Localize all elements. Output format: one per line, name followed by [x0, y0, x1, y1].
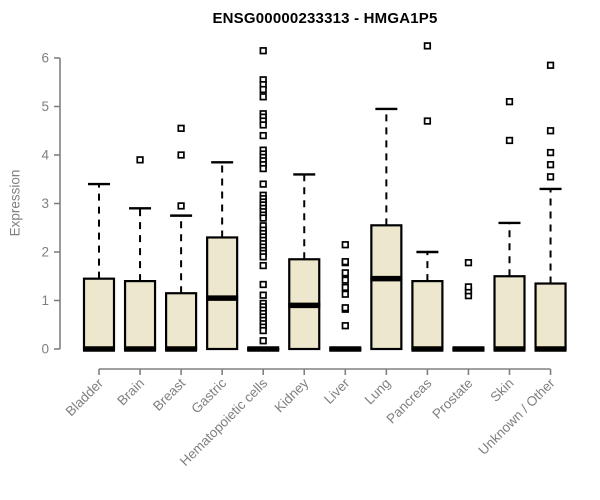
- y-tick-label: 5: [41, 99, 49, 114]
- box-breast: [165, 124, 198, 352]
- x-tick-label: Pancreas: [384, 375, 435, 426]
- outlier-point: [341, 276, 349, 284]
- box-brain: [123, 156, 157, 352]
- outlier-point: [341, 290, 349, 298]
- outlier-point: [259, 214, 267, 222]
- x-tick-label: Liver: [321, 375, 353, 407]
- outlier-point: [546, 61, 555, 69]
- outlier-point: [177, 151, 185, 159]
- y-tick-label: 2: [41, 245, 49, 260]
- outlier-point: [177, 202, 185, 210]
- x-tick-label: Gastric: [188, 375, 229, 416]
- outlier-point: [259, 337, 267, 345]
- y-tick-label: 1: [41, 293, 49, 308]
- y-tick-label: 4: [41, 148, 49, 163]
- outlier-point: [259, 253, 267, 261]
- outlier-point: [341, 322, 349, 330]
- x-tick-label: Breast: [150, 375, 188, 413]
- box-lung: [370, 107, 403, 351]
- y-tick-label: 3: [41, 196, 49, 211]
- chart-title: ENSG00000233313 - HMGA1P5: [212, 10, 438, 27]
- x-tick-label: Lung: [362, 376, 394, 408]
- outlier-point: [341, 269, 349, 277]
- x-tick-label: Prostate: [429, 376, 475, 422]
- outlier-point: [464, 259, 473, 267]
- box-unknown-other: [534, 61, 567, 352]
- x-tick-label: Bladder: [63, 375, 107, 419]
- outlier-point: [341, 304, 349, 312]
- outlier-point: [259, 121, 267, 129]
- box-liver: [329, 241, 362, 352]
- outlier-point: [341, 241, 349, 249]
- outlier-point: [464, 283, 473, 291]
- outlier-point: [259, 85, 267, 94]
- box-kidney: [288, 173, 321, 351]
- box-bladder: [82, 182, 116, 352]
- outlier-point: [423, 117, 432, 125]
- box-prostate: [452, 259, 485, 352]
- box-skin: [493, 97, 526, 352]
- outlier-point: [546, 148, 555, 157]
- box-gastric: [206, 161, 239, 351]
- outlier-point: [505, 136, 514, 145]
- y-tick-label: 6: [41, 51, 49, 66]
- outlier-point: [259, 180, 267, 188]
- x-tick-label: Unknown / Other: [475, 375, 558, 458]
- outlier-point: [259, 131, 267, 140]
- y-tick-label: 0: [41, 342, 49, 357]
- outlier-point: [423, 42, 432, 50]
- outlier-point: [177, 124, 185, 132]
- outlier-point: [259, 93, 267, 101]
- outlier-point: [546, 127, 555, 135]
- outlier-point: [259, 291, 267, 299]
- outlier-point: [259, 280, 267, 289]
- outlier-point: [259, 47, 267, 55]
- y-axis: 0 1 2 3 4 5 6: [41, 51, 61, 357]
- box-pancreas: [411, 42, 444, 352]
- x-tick-label: Skin: [487, 376, 516, 405]
- x-tick-label: Kidney: [272, 375, 312, 415]
- outlier-point: [505, 97, 514, 106]
- outlier-point: [259, 326, 267, 335]
- outlier-point: [546, 173, 555, 181]
- outlier-point: [546, 161, 555, 169]
- x-tick-label: Brain: [114, 376, 147, 409]
- outlier-point: [341, 283, 349, 292]
- outlier-point: [259, 164, 267, 173]
- outlier-point: [136, 156, 144, 164]
- box-hematopoietic-cells: [247, 47, 280, 352]
- outlier-point: [341, 258, 349, 266]
- outlier-point: [259, 261, 267, 270]
